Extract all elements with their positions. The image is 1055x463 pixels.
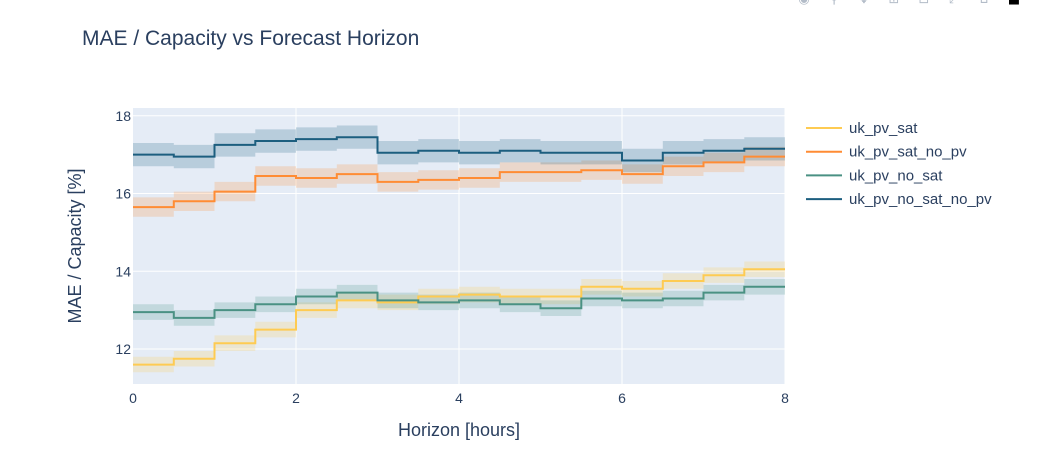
x-tick-label: 8 — [781, 390, 789, 406]
x-axis-title: Horizon [hours] — [398, 420, 520, 440]
legend-item-uk_pv_sat[interactable]: uk_pv_sat — [806, 120, 918, 137]
legend: uk_pv_sat uk_pv_sat_no_pv uk_pv_no_sat uk_p… — [806, 120, 992, 208]
series-line-uk_pv_sat_no_pv[interactable] — [133, 155, 785, 209]
zoom-in-icon[interactable]: ⊞ — [883, 0, 905, 8]
autoscale-icon[interactable]: ⤢ — [943, 0, 965, 8]
y-axis-title: MAE / Capacity [%] — [65, 168, 85, 323]
camera-icon[interactable]: ◉ — [793, 0, 815, 8]
x-tick-label: 4 — [455, 390, 463, 406]
legend-label: uk_pv_no_sat_no_pv — [849, 191, 992, 208]
plotly-logo-icon[interactable]: ■ — [1003, 0, 1025, 8]
zoom-out-icon[interactable]: ⊟ — [913, 0, 935, 8]
series-line-uk_pv_sat[interactable] — [133, 268, 785, 366]
legend-label: uk_pv_sat — [849, 120, 918, 137]
legend-label: uk_pv_no_sat — [849, 167, 943, 184]
y-tick-label: 12 — [115, 341, 131, 357]
x-tick-label: 6 — [618, 390, 626, 406]
chart-title: MAE / Capacity vs Forecast Horizon — [82, 27, 420, 50]
x-tick-label: 0 — [129, 390, 137, 406]
x-axis: 0 2 4 6 8 — [129, 390, 789, 406]
y-tick-label: 14 — [115, 263, 131, 279]
legend-item-uk_pv_no_sat_no_pv[interactable]: uk_pv_no_sat_no_pv — [806, 191, 992, 208]
modebar: ◉ ⚲ ✥ ⊞ ⊟ ⤢ ⌂ ■ — [793, 0, 1025, 8]
series-line-uk_pv_no_sat_no_pv[interactable] — [133, 136, 785, 162]
y-tick-label: 16 — [115, 186, 131, 202]
legend-label: uk_pv_sat_no_pv — [849, 144, 967, 161]
y-axis: 12 14 16 18 — [115, 108, 131, 357]
home-icon[interactable]: ⌂ — [973, 0, 995, 8]
legend-item-uk_pv_sat_no_pv[interactable]: uk_pv_sat_no_pv — [806, 144, 967, 161]
series-band-uk_pv_sat_no_pv — [133, 146, 785, 217]
x-tick-label: 2 — [292, 390, 300, 406]
legend-item-uk_pv_no_sat[interactable]: uk_pv_no_sat — [806, 167, 943, 184]
y-tick-label: 18 — [115, 108, 131, 124]
grid — [133, 108, 786, 384]
pan-icon[interactable]: ✥ — [853, 0, 875, 8]
zoom-icon[interactable]: ⚲ — [823, 0, 845, 8]
series-line-uk_pv_no_sat[interactable] — [133, 285, 785, 319]
series-lines — [133, 136, 785, 366]
